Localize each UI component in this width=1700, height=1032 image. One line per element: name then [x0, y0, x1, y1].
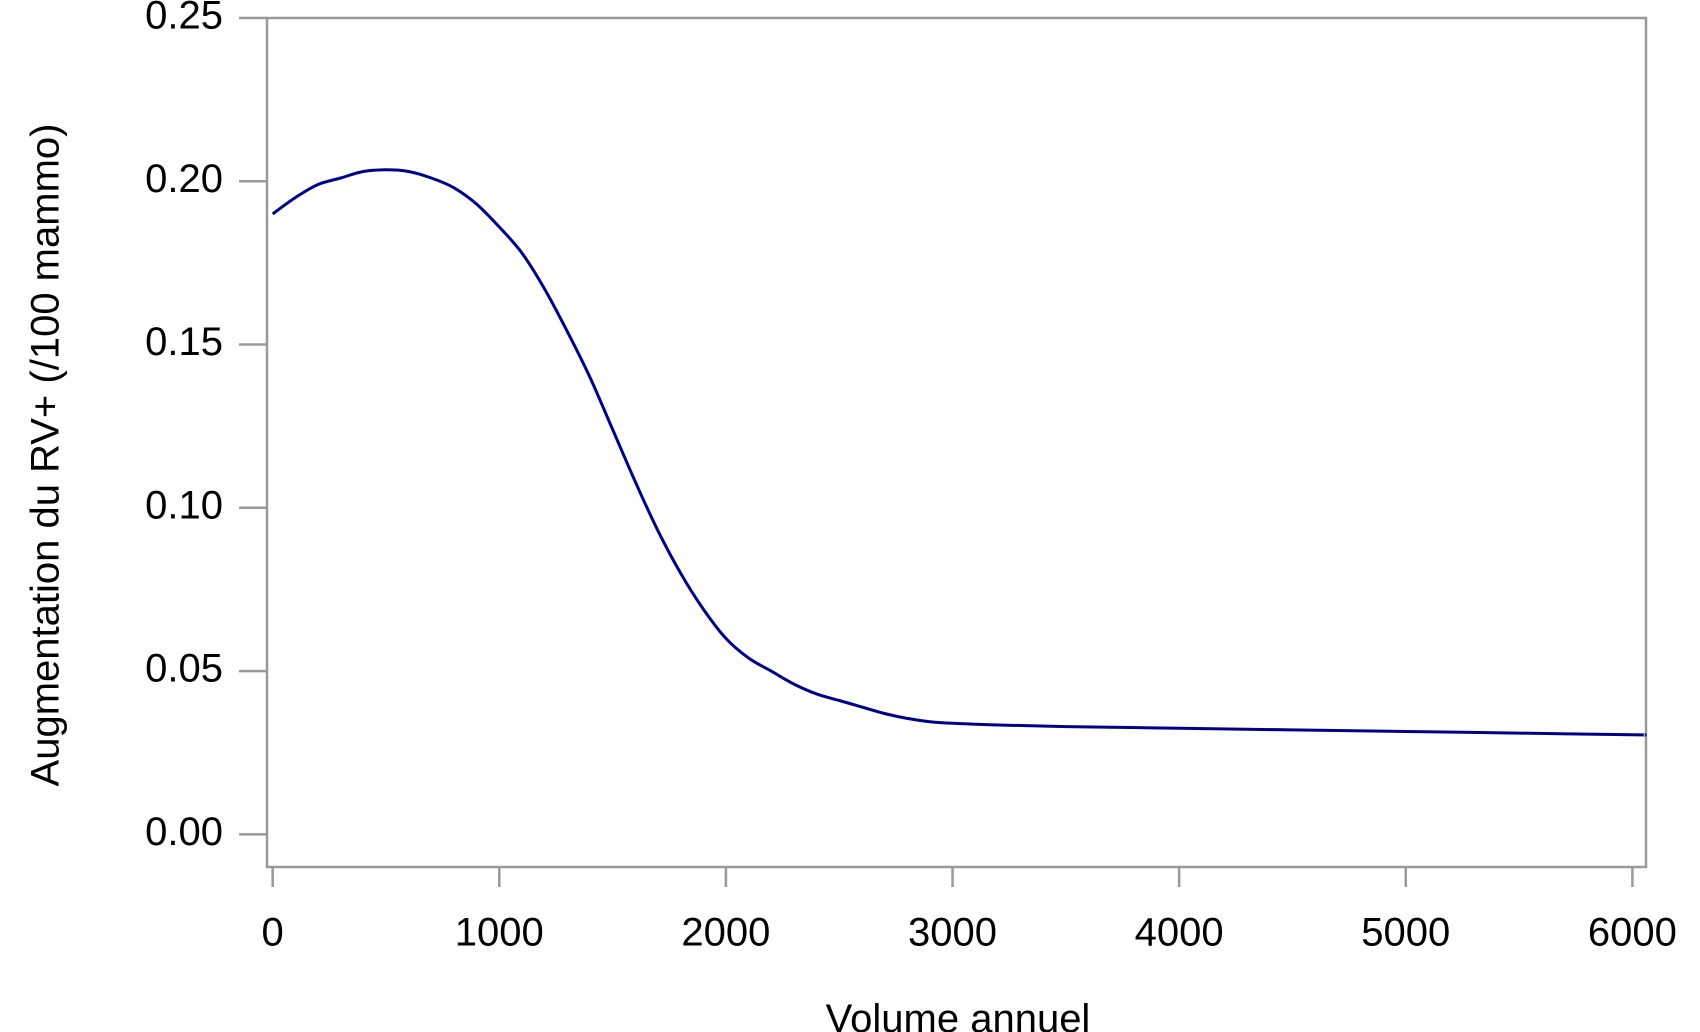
- x-axis-title: Volume annuel: [826, 997, 1091, 1032]
- y-axis: 0.00 0.05 0.10 0.15 0.20 0.25: [145, 0, 267, 854]
- x-tick-label: 1000: [455, 911, 544, 955]
- series-line: [271, 168, 1647, 737]
- y-tick-label: 0.00: [145, 810, 223, 854]
- plot-frame: [265, 16, 1648, 869]
- x-tick-label: 5000: [1361, 911, 1450, 955]
- y-tick-label: 0.15: [145, 320, 223, 364]
- x-tick-label: 0: [262, 911, 284, 955]
- x-tick-label: 4000: [1135, 911, 1224, 955]
- x-tick-label: 2000: [681, 911, 770, 955]
- y-tick-label: 0.20: [145, 157, 223, 201]
- y-tick-label: 0.05: [145, 647, 223, 691]
- y-tick-label: 0.10: [145, 483, 223, 527]
- x-axis: 0 1000 2000 3000 4000 5000 6000: [262, 867, 1677, 955]
- y-axis-title: Augmentation du RV+ (/100 mammo): [24, 124, 68, 787]
- x-tick-label: 3000: [908, 911, 997, 955]
- x-tick-label: 6000: [1588, 911, 1677, 955]
- y-tick-label: 0.25: [145, 0, 223, 38]
